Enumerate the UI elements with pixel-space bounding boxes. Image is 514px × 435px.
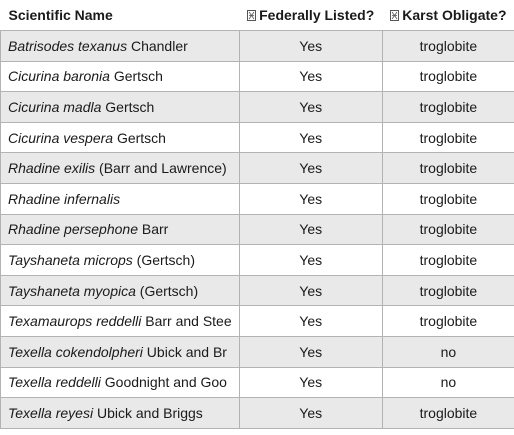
- table-row: Texamaurops reddelli Barr and Stee Yes tro…: [0, 305, 514, 337]
- species-name: Texella reyesi: [8, 404, 94, 421]
- cell-federally-listed: Yes: [238, 274, 383, 307]
- cell-federally-listed: Yes: [238, 60, 383, 93]
- species-author: Barr: [138, 221, 169, 238]
- table-row: Cicurina baronia Gertsch Yes troglobite: [0, 60, 514, 93]
- table-row: Texella cokendolpheri Ubick and Br Yes no: [0, 335, 514, 368]
- table-row: Tayshaneta microps (Gertsch) Yes troglobit…: [0, 244, 514, 276]
- table-row: Rhadine exilis (Barr and Lawrence) Yes tro…: [0, 152, 514, 184]
- species-name: Cicurina vespera: [8, 129, 114, 146]
- species-author: (Gertsch): [132, 251, 196, 268]
- cell-scientific-name: Texella reddelli Goodnight and Goo: [0, 366, 240, 399]
- table-row: Texella reyesi Ubick and Briggs Yes troglo…: [0, 397, 514, 429]
- cell-karst-obligate: troglobite: [381, 397, 514, 429]
- species-author: Barr and Stee: [141, 313, 232, 330]
- table-row: Rhadine infernalis Yes troglobite: [0, 182, 514, 215]
- header-federally-listed[interactable]: Federally Listed?: [239, 0, 383, 31]
- cell-scientific-name: Rhadine persephone Barr: [0, 213, 240, 246]
- cell-scientific-name: Cicurina baronia Gertsch: [0, 60, 240, 93]
- sort-icon: [247, 10, 257, 21]
- cell-federally-listed: Yes: [238, 213, 383, 246]
- cell-karst-obligate: troglobite: [381, 91, 514, 123]
- cell-federally-listed: Yes: [238, 152, 383, 184]
- cell-federally-listed: Yes: [238, 397, 383, 429]
- table-row: Rhadine persephone Barr Yes troglobite: [0, 213, 514, 246]
- species-author: Goodnight and Goo: [100, 374, 227, 391]
- species-name: Cicurina madla: [8, 98, 102, 115]
- cell-scientific-name: Texella reyesi Ubick and Briggs: [0, 397, 240, 429]
- species-author: Gertsch: [101, 98, 155, 115]
- species-name: Texamaurops reddelli: [8, 313, 142, 330]
- species-author: (Gertsch): [135, 282, 199, 299]
- header-scientific-name[interactable]: Scientific Name: [0, 0, 240, 31]
- species-name: Batrisodes texanus: [8, 37, 128, 54]
- sort-icon: [390, 10, 400, 21]
- cell-scientific-name: Texamaurops reddelli Barr and Stee: [0, 305, 240, 337]
- cell-scientific-name: Tayshaneta microps (Gertsch): [0, 244, 240, 276]
- cell-karst-obligate: troglobite: [381, 121, 514, 154]
- cell-karst-obligate: troglobite: [381, 274, 514, 307]
- cell-karst-obligate: no: [381, 335, 514, 368]
- species-name: Rhadine exilis: [8, 160, 96, 177]
- cell-scientific-name: Tayshaneta myopica (Gertsch): [0, 274, 240, 307]
- cell-karst-obligate: troglobite: [381, 30, 514, 62]
- table-row: Batrisodes texanus Chandler Yes troglobite: [0, 30, 514, 62]
- species-name: Texella cokendolpheri: [8, 343, 143, 360]
- header-karst-obligate[interactable]: Karst Obligate?: [382, 0, 514, 31]
- cell-federally-listed: Yes: [238, 91, 383, 123]
- species-author: Chandler: [127, 37, 188, 54]
- cell-federally-listed: Yes: [238, 182, 383, 215]
- species-name: Tayshaneta myopica: [8, 282, 136, 299]
- table-row: Texella reddelli Goodnight and Goo Yes no: [0, 366, 514, 399]
- table-row: Cicurina madla Gertsch Yes troglobite: [0, 91, 514, 123]
- species-author: Ubick and Br: [142, 343, 227, 360]
- cell-scientific-name: Rhadine exilis (Barr and Lawrence): [0, 152, 240, 184]
- cell-federally-listed: Yes: [238, 30, 383, 62]
- cell-scientific-name: Rhadine infernalis: [0, 182, 240, 215]
- cell-karst-obligate: troglobite: [381, 213, 514, 246]
- table-row: Cicurina vespera Gertsch Yes troglobite: [0, 121, 514, 154]
- species-name: Cicurina baronia: [8, 68, 110, 85]
- cell-federally-listed: Yes: [238, 335, 383, 368]
- species-author: Gertsch: [109, 68, 163, 85]
- cell-scientific-name: Cicurina madla Gertsch: [0, 91, 240, 123]
- species-name: Texella reddelli: [8, 374, 101, 391]
- species-author: Gertsch: [113, 129, 166, 146]
- species-name: Rhadine persephone: [8, 221, 138, 238]
- cell-karst-obligate: troglobite: [381, 60, 514, 93]
- cell-karst-obligate: troglobite: [381, 182, 514, 215]
- cell-scientific-name: Texella cokendolpheri Ubick and Br: [0, 335, 240, 368]
- cell-federally-listed: Yes: [238, 366, 383, 399]
- species-author: (Barr and Lawrence): [95, 160, 227, 177]
- cell-karst-obligate: troglobite: [381, 152, 514, 184]
- cell-federally-listed: Yes: [238, 121, 383, 154]
- cell-karst-obligate: troglobite: [381, 244, 514, 276]
- table-body: Batrisodes texanus Chandler Yes troglobite…: [0, 30, 514, 429]
- species-name: Rhadine infernalis: [8, 190, 121, 207]
- species-name: Tayshaneta microps: [8, 251, 133, 268]
- species-author: Ubick and Briggs: [93, 404, 203, 421]
- header-row: Scientific Name Federally Listed? Karst …: [0, 0, 514, 31]
- cell-karst-obligate: troglobite: [381, 305, 514, 337]
- cell-scientific-name: Batrisodes texanus Chandler: [0, 30, 240, 62]
- cell-federally-listed: Yes: [238, 305, 383, 337]
- table-row: Tayshaneta myopica (Gertsch) Yes troglobit…: [0, 274, 514, 307]
- cell-federally-listed: Yes: [238, 244, 383, 276]
- cell-scientific-name: Cicurina vespera Gertsch: [0, 121, 240, 154]
- cell-karst-obligate: no: [381, 366, 514, 399]
